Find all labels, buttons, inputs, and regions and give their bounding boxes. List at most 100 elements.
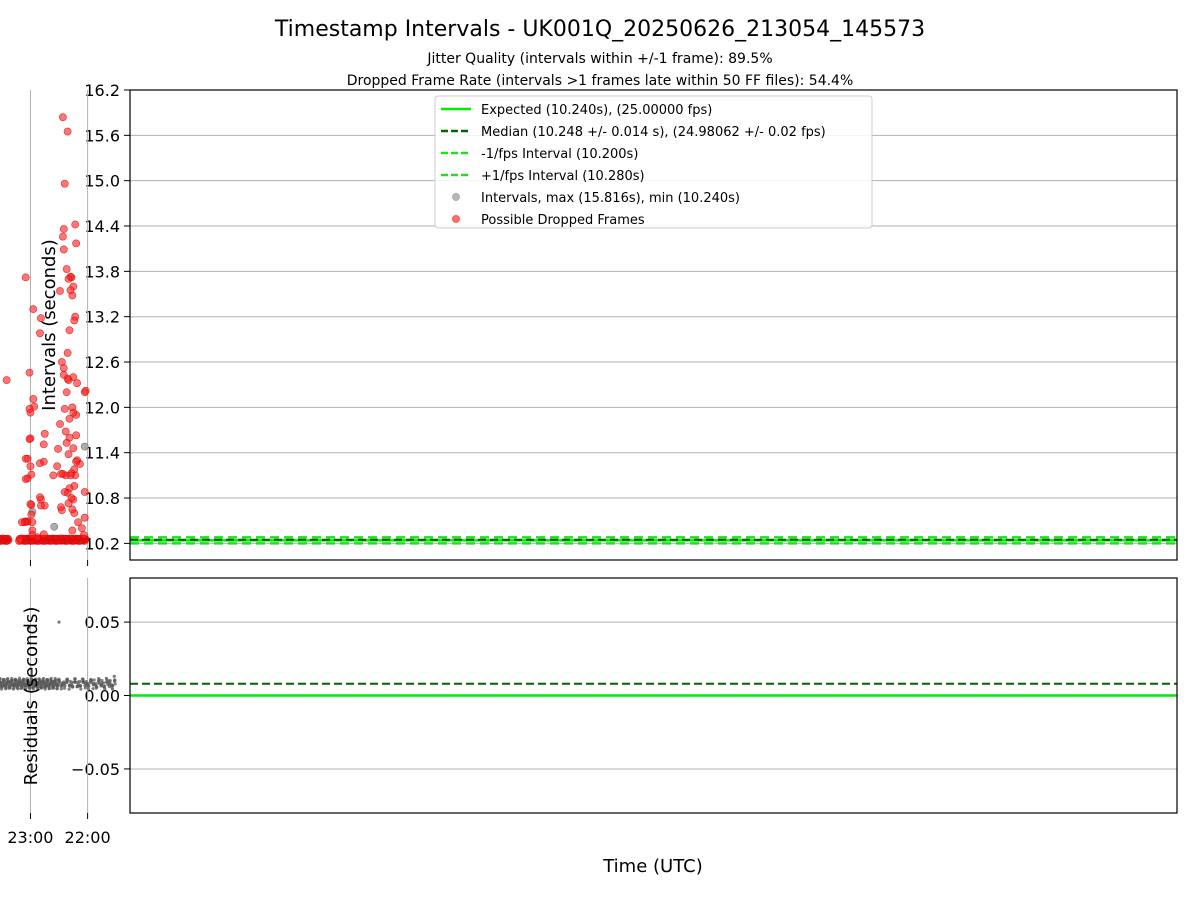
dropped-frame-marker bbox=[40, 429, 49, 438]
dropped-frame-marker bbox=[60, 404, 69, 413]
dropped-frame-marker bbox=[70, 316, 79, 325]
dropped-frame-marker bbox=[60, 488, 69, 496]
residual-marker bbox=[38, 685, 43, 689]
dropped-frame-marker bbox=[59, 370, 68, 379]
dropped-frame-marker bbox=[54, 445, 62, 453]
dropped-frame-marker bbox=[2, 376, 11, 385]
residual-marker bbox=[81, 680, 85, 684]
dropped-frame-marker bbox=[72, 239, 81, 248]
legend-entry-label: Intervals, max (15.816s), min (10.240s) bbox=[481, 191, 740, 206]
dropped-frame-marker bbox=[58, 113, 67, 122]
legend-box bbox=[434, 95, 873, 229]
residual-marker bbox=[79, 687, 83, 691]
residual-marker bbox=[92, 678, 96, 682]
top-y-tick-label: 13.2 bbox=[84, 308, 120, 327]
top-y-tick-label: 11.4 bbox=[84, 444, 120, 463]
residual-marker bbox=[29, 677, 33, 681]
residual-marker bbox=[59, 684, 63, 688]
dropped-frame-marker bbox=[39, 530, 48, 539]
residual-marker bbox=[56, 678, 61, 682]
residual-marker bbox=[91, 687, 95, 691]
residual-marker bbox=[94, 686, 98, 690]
residual-marker bbox=[49, 678, 53, 682]
residual-marker bbox=[68, 679, 72, 683]
dropped-frame-marker bbox=[60, 179, 69, 188]
dropped-frame-marker bbox=[57, 503, 65, 512]
dropped-frame-marker bbox=[68, 526, 77, 535]
dropped-frame-marker bbox=[36, 459, 44, 468]
top-y-tick-label: 10.2 bbox=[84, 534, 120, 553]
legend-marker bbox=[452, 215, 460, 223]
residual-marker bbox=[43, 687, 47, 691]
bottom-y-axis-label: Residuals (seconds) bbox=[21, 607, 42, 786]
dropped-frame-marker bbox=[29, 305, 38, 314]
dropped-frame-marker bbox=[62, 388, 71, 397]
dropped-frame-marker bbox=[17, 518, 26, 527]
dropped-frame-marker bbox=[64, 275, 73, 283]
residual-marker bbox=[26, 626, 31, 630]
dropped-frame-marker bbox=[21, 475, 30, 484]
bottom-plot-frame bbox=[129, 577, 1178, 814]
dropped-frame-marker bbox=[53, 462, 62, 471]
residual-marker bbox=[0, 679, 1, 683]
dropped-frame-marker bbox=[64, 450, 73, 459]
dropped-frame-marker bbox=[49, 471, 58, 480]
residual-marker bbox=[17, 676, 22, 680]
dropped-frame-marker bbox=[68, 505, 77, 514]
dropped-frame-marker bbox=[77, 524, 86, 533]
dropped-frame-marker bbox=[57, 358, 66, 366]
top-y-tick-label: 16.2 bbox=[84, 81, 120, 100]
top-y-tick-label: 10.8 bbox=[84, 489, 120, 508]
top-y-tick-label: 15.6 bbox=[84, 126, 120, 145]
chart-legend: Expected (10.240s), (25.00000 fps) Median… bbox=[434, 95, 873, 229]
dropped-frame-marker bbox=[68, 403, 77, 412]
residual-marker bbox=[0, 685, 3, 689]
chart-title: Timestamp Intervals - UK001Q_20250626_21… bbox=[274, 17, 925, 42]
top-y-axis-label: Intervals (seconds) bbox=[39, 239, 60, 411]
dropped-frame-marker bbox=[56, 287, 64, 295]
residual-marker bbox=[3, 687, 8, 691]
x-tick-label: 22:00 bbox=[65, 828, 111, 847]
residual-marker bbox=[50, 684, 54, 688]
dropped-frame-marker bbox=[26, 462, 35, 471]
residual-marker bbox=[53, 676, 57, 681]
residual-marker bbox=[110, 685, 114, 689]
residual-marker bbox=[19, 686, 23, 691]
interval-marker bbox=[80, 442, 89, 451]
dropped-frame-marker bbox=[57, 469, 65, 478]
residual-marker bbox=[73, 677, 77, 681]
residual-marker bbox=[75, 685, 79, 689]
intervals-plot: 10.2 10.8 11.4 12.0 12.6 13.2 13.8 14.4 15.0 15.6… bbox=[0, 81, 1178, 566]
dropped-frame-marker bbox=[28, 531, 37, 539]
dropped-frame-marker bbox=[64, 499, 73, 508]
bottom-y-tick-label: 0.00 bbox=[84, 687, 120, 706]
dropped-frame-marker bbox=[72, 457, 81, 466]
residual-marker bbox=[67, 687, 71, 691]
residual-marker bbox=[112, 679, 117, 683]
dropped-frame-marker bbox=[26, 500, 35, 508]
residual-marker bbox=[96, 679, 101, 683]
legend-entry-label: -1/fps Interval (10.200s) bbox=[481, 147, 638, 162]
dropped-frame-marker bbox=[59, 225, 68, 233]
dropped-frame-marker bbox=[80, 513, 89, 522]
dropped-frame-marker bbox=[59, 245, 68, 254]
residual-marker bbox=[104, 676, 109, 680]
residual-marker bbox=[7, 684, 11, 689]
dropped-frame-marker bbox=[58, 232, 67, 241]
chart-subtitle-dropped: Dropped Frame Rate (intervals >1 frames … bbox=[347, 73, 854, 89]
dropped-frame-marker bbox=[21, 273, 30, 282]
bottom-y-tick-label: −0.05 bbox=[71, 760, 120, 779]
residual-marker bbox=[5, 677, 9, 681]
dropped-frame-marker bbox=[39, 440, 48, 449]
dropped-frame-marker bbox=[21, 454, 30, 463]
top-y-tick-label: 13.8 bbox=[84, 262, 120, 281]
dropped-frame-marker bbox=[65, 326, 74, 335]
residual-marker bbox=[13, 678, 17, 682]
residual-marker bbox=[27, 685, 31, 689]
legend-marker bbox=[452, 193, 460, 201]
dropped-frame-marker bbox=[56, 420, 64, 428]
residual-marker bbox=[97, 676, 101, 681]
residual-marker bbox=[100, 678, 104, 683]
dropped-frame-marker bbox=[27, 510, 36, 519]
